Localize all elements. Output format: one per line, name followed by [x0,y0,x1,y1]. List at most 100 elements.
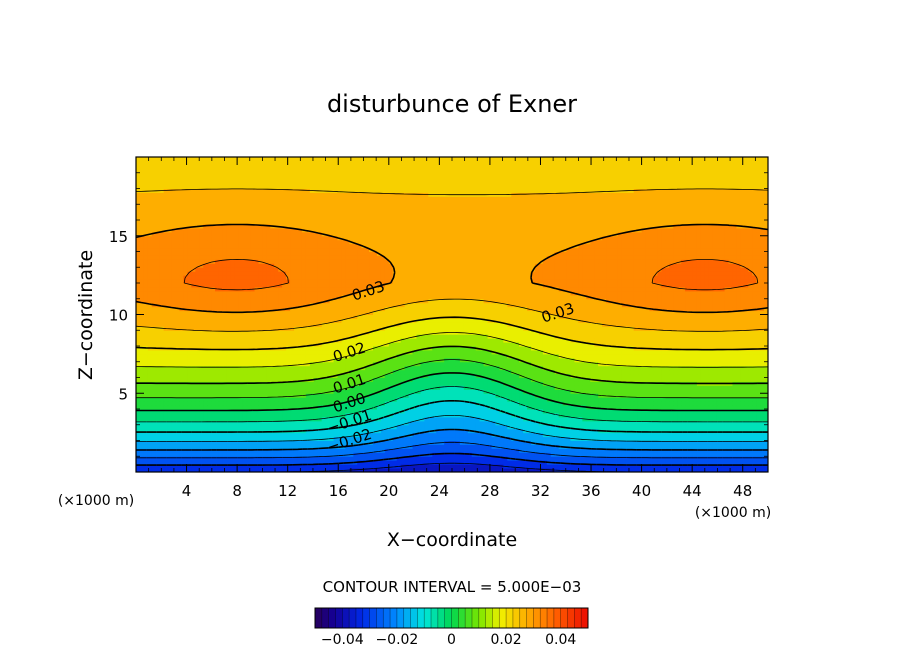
field-cell [420,424,425,430]
field-cell [313,401,319,406]
field-cell [704,393,710,398]
field-cell [420,405,425,410]
field-cell [270,468,275,472]
field-cell [665,424,670,430]
field-cell [246,412,252,418]
field-cell [542,389,548,394]
field-cell [566,448,571,453]
field-cell [720,436,726,441]
field-cell [282,416,287,422]
field-cell [143,460,149,465]
field-cell [321,377,327,382]
field-cell [574,373,579,378]
field-cell [641,432,647,438]
field-cell [448,409,453,414]
field-cell [424,428,429,434]
field-cell [203,346,208,351]
field-cell [495,409,500,414]
field-cell [349,377,354,382]
field-cell [440,385,445,390]
field-cell [266,409,271,414]
field-cell [329,405,334,410]
field-cell [534,361,540,367]
field-cell [416,377,421,382]
field-cell [760,460,765,465]
field-cell [282,365,287,371]
field-cell [475,460,481,465]
field-cell [657,373,662,378]
field-cell [404,361,410,367]
field-cell [503,448,508,453]
field-cell [321,397,327,402]
field-cell [523,405,528,410]
field-cell [373,456,378,461]
field-cell [700,365,706,371]
field-cell [689,385,694,390]
field-cell [440,349,445,355]
field-cell [195,349,200,355]
field-cell [428,385,433,390]
field-cell [756,377,761,382]
field-cell [764,468,768,472]
field-cell [187,412,192,418]
field-cell [392,428,398,434]
field-cell [475,377,481,382]
field-cell [408,385,413,390]
field-cell [515,349,520,355]
field-cell [764,361,768,367]
field-cell [503,432,508,438]
field-cell [270,373,275,378]
field-cell [246,349,252,355]
field-cell [242,440,248,445]
field-cell [136,373,141,378]
field-cell [297,361,303,367]
field-cell [740,432,745,438]
field-cell [728,385,733,390]
field-cell [444,436,449,441]
field-cell [290,377,295,382]
field-cell [550,448,556,453]
field-cell [365,436,370,441]
field-cell [305,460,311,465]
field-cell [728,361,733,367]
field-cell [499,416,504,422]
field-cell [167,361,173,367]
field-cell [282,389,287,394]
field-cell [724,428,729,434]
field-cell [373,448,378,453]
field-cell [278,424,283,430]
field-cell [645,349,650,355]
field-cell [621,381,627,386]
field-cell [704,456,710,461]
field-cell [677,444,682,449]
field-cell [740,357,745,363]
field-cell [195,412,200,418]
field-cell [578,424,583,430]
field-cell [290,420,295,426]
field-cell [175,440,180,445]
field-cell [380,436,386,441]
field-cell [732,405,737,410]
field-cell [574,468,579,472]
field-cell [412,389,417,394]
field-cell [167,401,173,406]
field-cell [234,365,240,371]
field-cell [720,456,726,461]
field-cell [499,397,504,402]
field-cell [290,444,295,449]
field-cell [329,416,334,422]
field-cell [570,456,575,461]
field-cell [546,357,552,363]
field-cell [353,353,358,359]
field-cell [752,397,757,402]
field-cell [337,440,342,445]
field-cell [527,381,532,386]
field-cell [294,412,299,418]
field-cell [167,432,173,438]
field-cell [246,401,252,406]
field-cell [756,361,761,367]
field-cell [732,468,737,472]
field-cell [542,428,548,434]
field-cell [744,460,749,465]
field-cell [764,452,768,457]
